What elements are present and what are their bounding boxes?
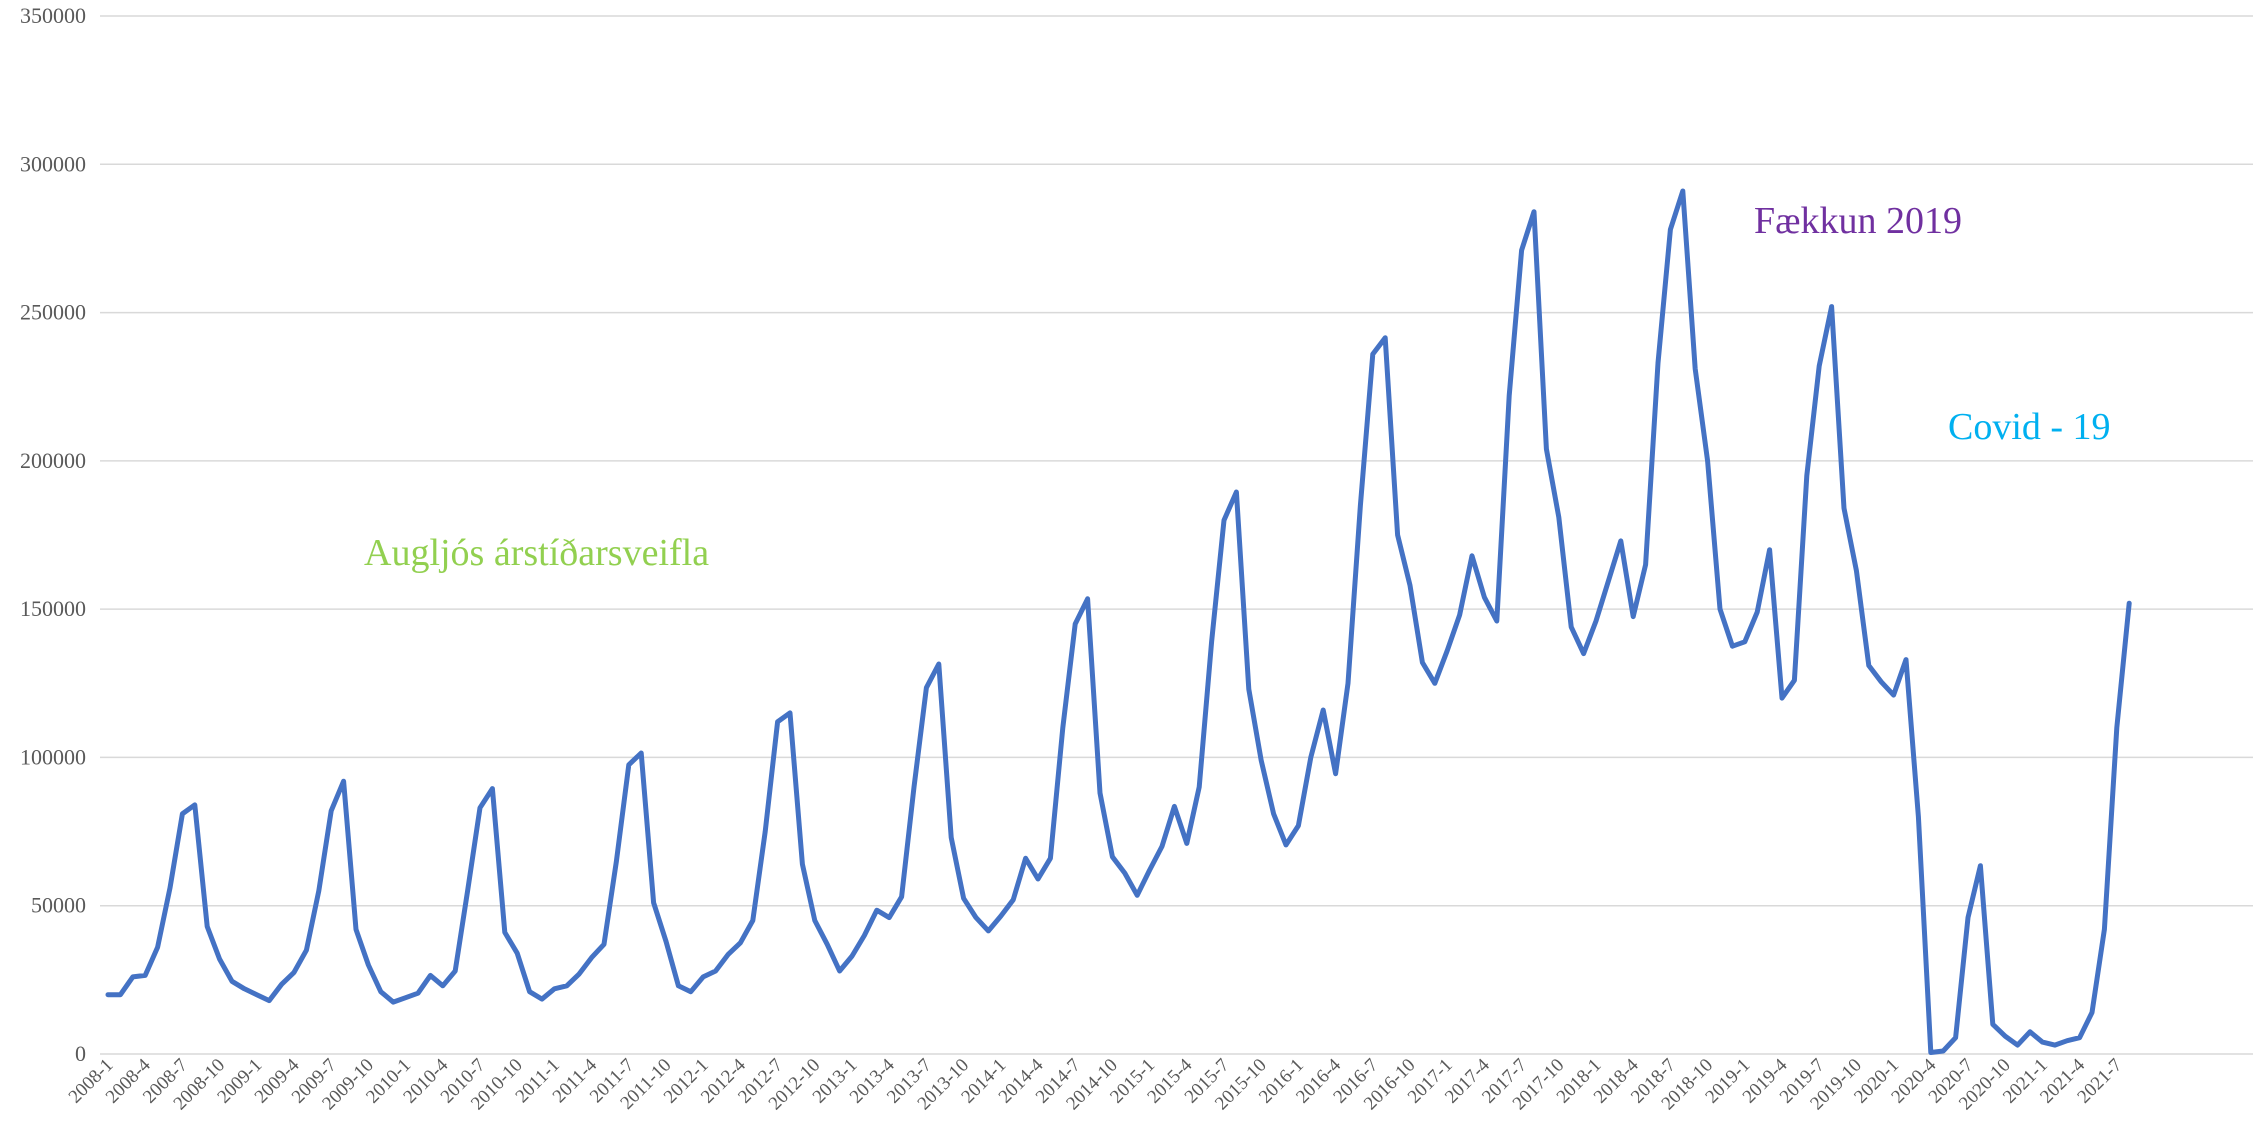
gridlines — [100, 15, 2253, 1055]
annotation-decline-2019: Fækkun 2019 — [1754, 200, 1962, 242]
y-tick-label: 150000 — [20, 596, 86, 621]
y-tick-label: 50000 — [31, 893, 86, 918]
series-line — [105, 188, 2132, 1055]
y-axis-tick-labels: 0 50000 100000 150000 200000 250000 300000 3500… — [20, 3, 86, 1066]
y-tick-label: 250000 — [20, 300, 86, 325]
y-tick-label: 100000 — [20, 744, 86, 769]
y-tick-label: 200000 — [20, 448, 86, 473]
x-axis-tick-labels: 2008-12008-42008-72008-102009-12009-4200… — [65, 1054, 2127, 1114]
y-tick-label: 0 — [75, 1041, 86, 1066]
annotation-seasonal: Augljós árstíðarsveifla — [364, 532, 709, 574]
y-tick-label: 300000 — [20, 151, 86, 176]
y-tick-label: 350000 — [20, 3, 86, 28]
annotation-covid: Covid - 19 — [1948, 406, 2111, 448]
